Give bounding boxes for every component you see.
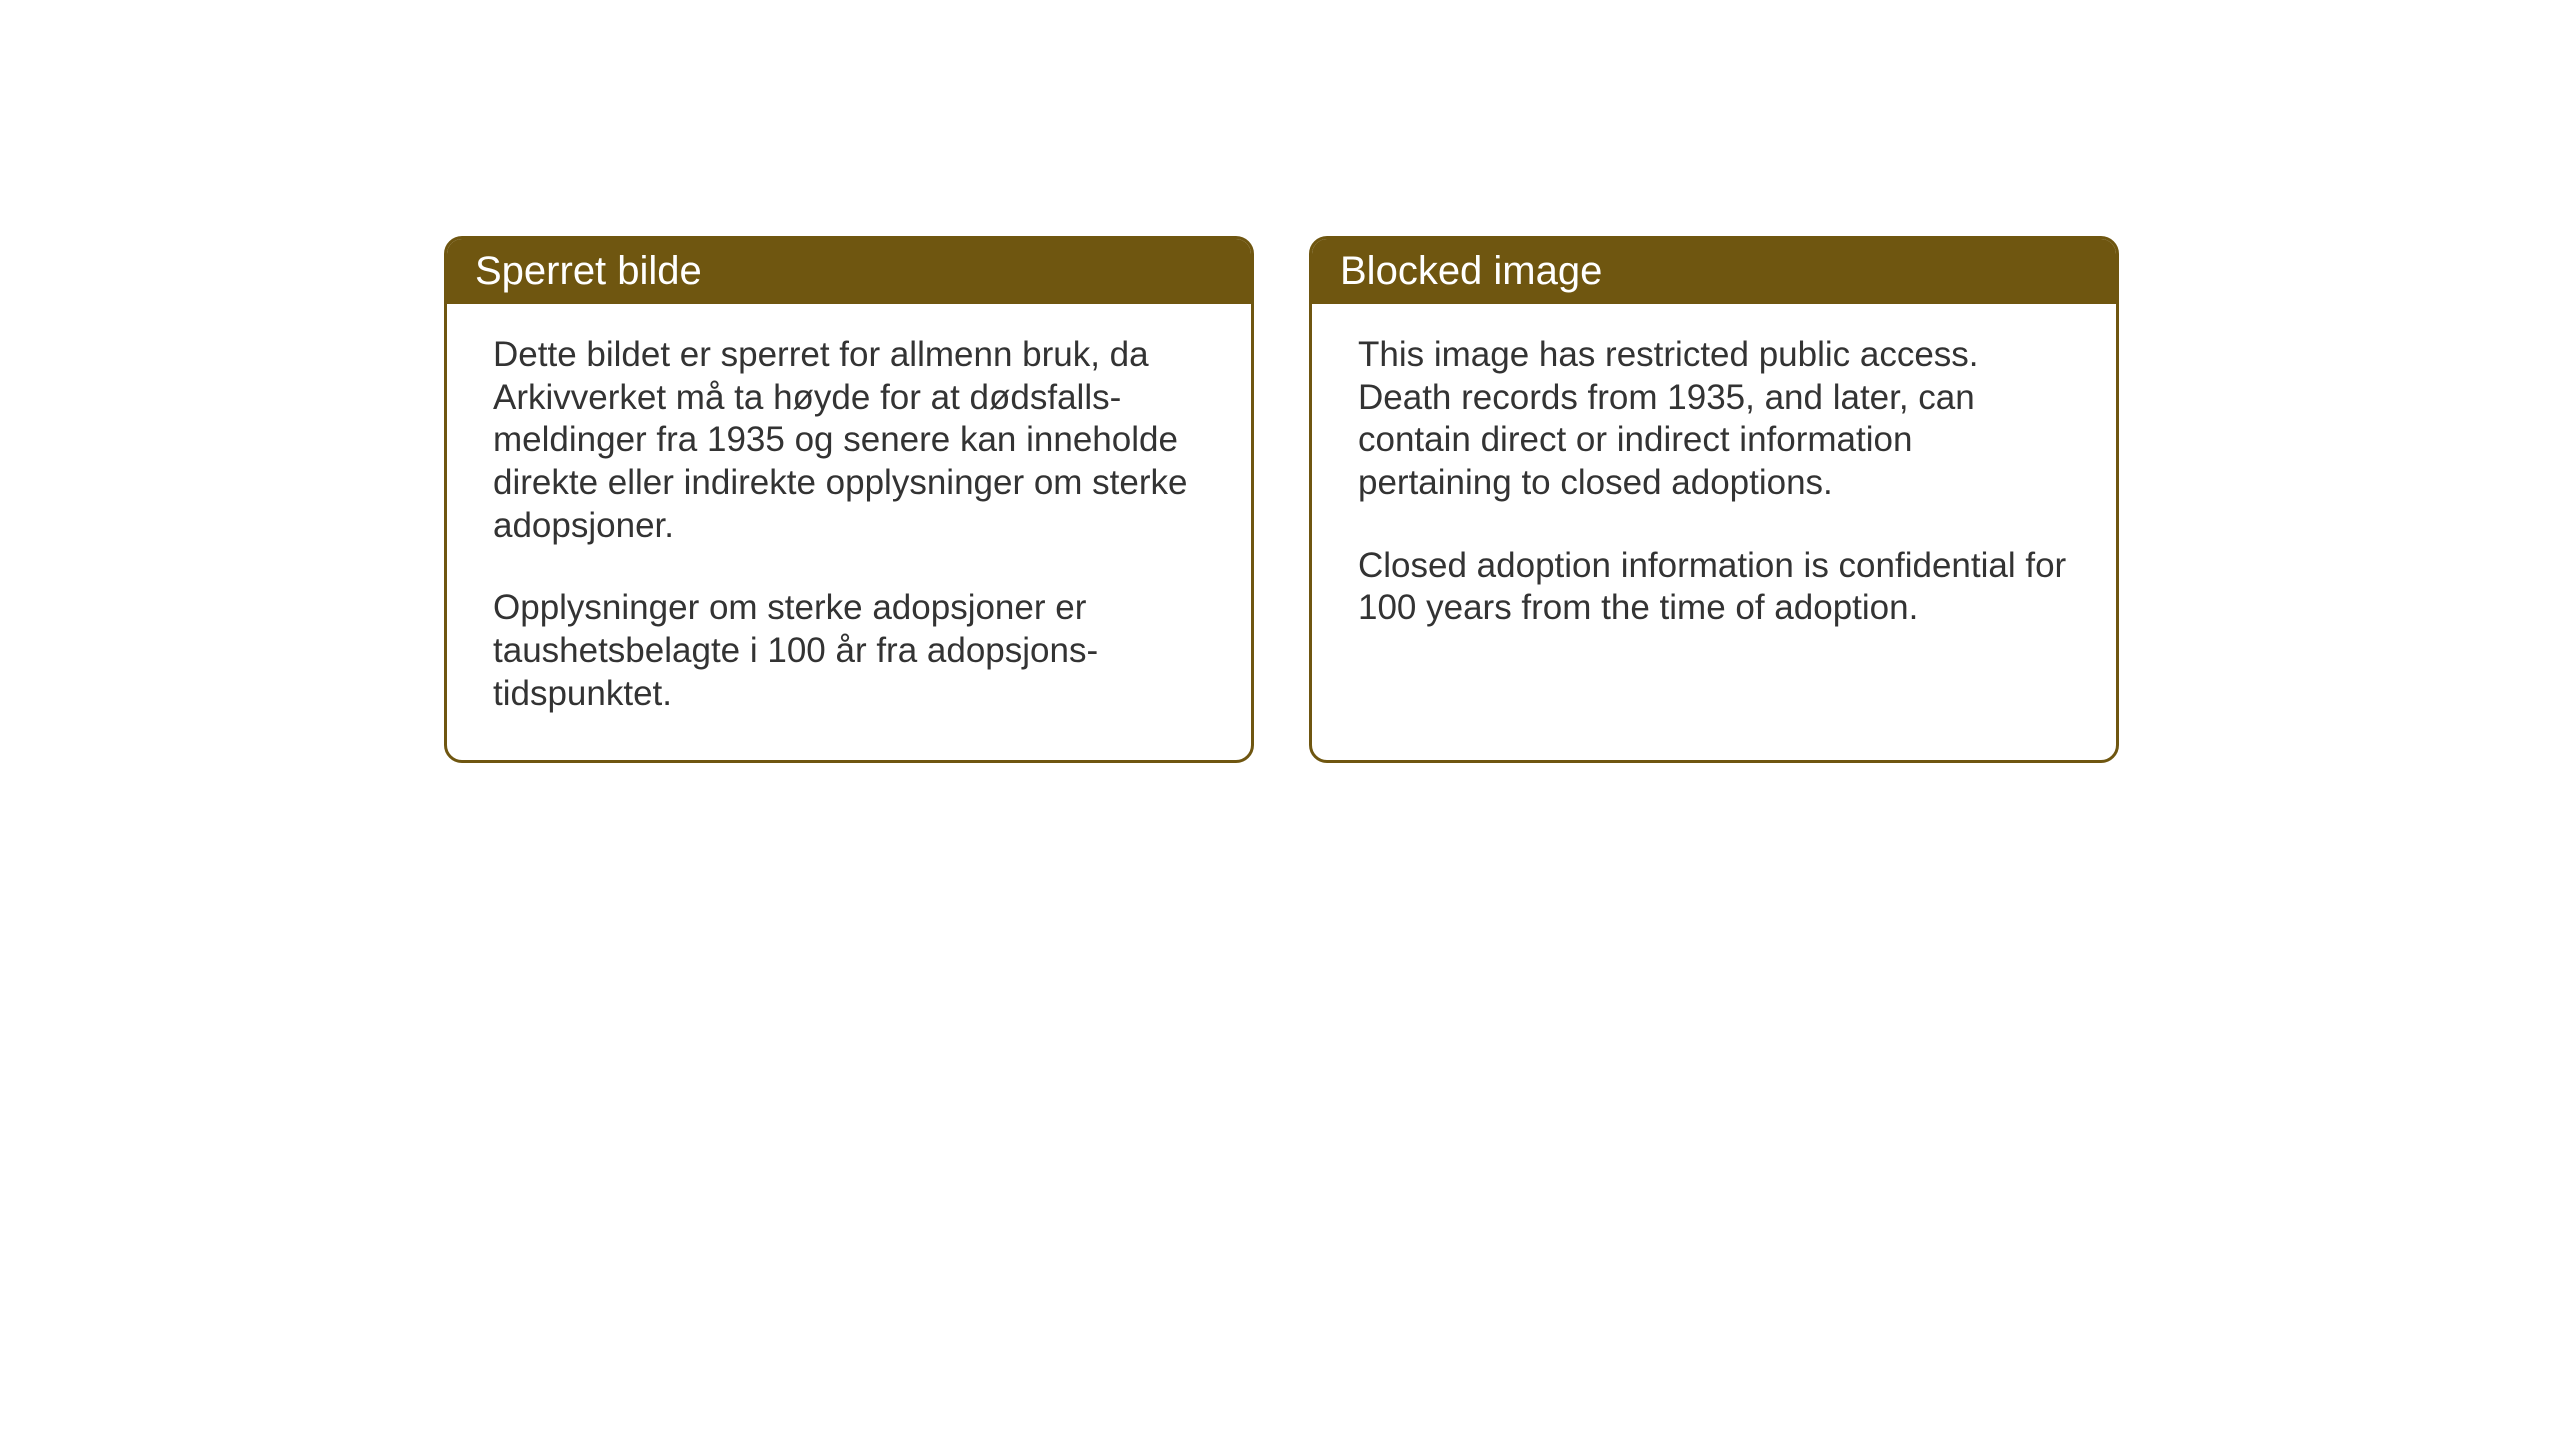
norwegian-panel-body: Dette bildet er sperret for allmenn bruk… — [447, 304, 1251, 760]
norwegian-notice-panel: Sperret bilde Dette bildet er sperret fo… — [444, 236, 1254, 763]
english-paragraph-2: Closed adoption information is confident… — [1358, 545, 2070, 630]
norwegian-paragraph-2: Opplysninger om sterke adopsjoner er tau… — [493, 587, 1205, 715]
english-paragraph-1: This image has restricted public access.… — [1358, 334, 2070, 505]
english-notice-panel: Blocked image This image has restricted … — [1309, 236, 2119, 763]
notice-container: Sperret bilde Dette bildet er sperret fo… — [444, 236, 2119, 763]
norwegian-paragraph-1: Dette bildet er sperret for allmenn bruk… — [493, 334, 1205, 547]
norwegian-panel-title: Sperret bilde — [447, 239, 1251, 304]
english-panel-body: This image has restricted public access.… — [1312, 304, 2116, 752]
english-panel-title: Blocked image — [1312, 239, 2116, 304]
